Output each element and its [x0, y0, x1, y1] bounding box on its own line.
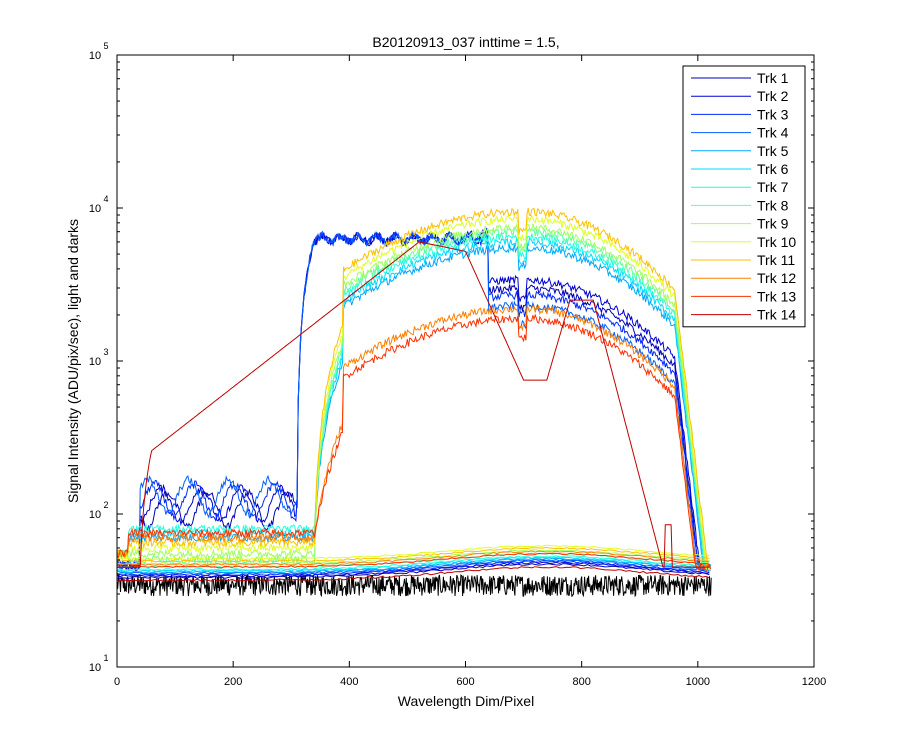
y-tick-exponent: 1: [103, 653, 108, 663]
dark-frame-line: [117, 573, 712, 598]
x-tick-label: 1000: [686, 676, 710, 688]
legend-label-11: Trk 11: [757, 252, 795, 268]
y-tick-exponent: 5: [103, 41, 108, 51]
legend-box: [682, 65, 806, 328]
dark-line-3: [117, 560, 710, 576]
y-tick-label: 10: [89, 203, 101, 215]
y-tick-label: 10: [89, 662, 101, 674]
x-tick-label: 200: [224, 676, 242, 688]
x-tick-label: 800: [572, 676, 590, 688]
series-line-14: [117, 241, 710, 568]
legend-label-8: Trk 8: [757, 197, 789, 213]
x-axis-label: Wavelength Dim/Pixel: [398, 693, 534, 709]
legend-label-1: Trk 1: [757, 70, 789, 86]
x-tick-label: 600: [456, 676, 474, 688]
series-line-10: [117, 214, 711, 570]
dark-line-7: [117, 555, 710, 571]
legend-label-12: Trk 12: [757, 270, 796, 286]
dark-line-1: [117, 563, 710, 579]
legend-label-13: Trk 13: [757, 288, 796, 304]
y-tick-label: 10: [89, 50, 101, 62]
y-tick-label: 10: [89, 356, 101, 368]
legend-label-14: Trk 14: [757, 307, 796, 323]
dark-line-11: [117, 546, 710, 563]
x-tick-label: 1200: [802, 676, 826, 688]
legend-label-4: Trk 4: [757, 125, 789, 141]
legend-label-2: Trk 2: [757, 88, 789, 104]
dark-line-14: [117, 566, 710, 582]
y-tick-exponent: 4: [103, 194, 108, 204]
x-tick-label: 400: [340, 676, 358, 688]
dark-line-6: [117, 556, 710, 573]
legend-label-6: Trk 6: [757, 161, 789, 177]
series-layer: [117, 207, 712, 598]
legend-label-3: Trk 3: [757, 106, 789, 122]
dark-line-13: [117, 552, 710, 569]
chart-title: B20120913_037 inttime = 1.5,: [372, 34, 559, 50]
y-axis-label: Signal Intensity (ADU/pix/sec), light an…: [65, 219, 81, 503]
legend: Trk 1 Trk 2 Trk 3 Trk 4 Trk 5 Trk 6 Trk 7 Trk 8…: [682, 65, 806, 328]
y-tick-exponent: 2: [103, 500, 108, 510]
legend-label-7: Trk 7: [757, 179, 789, 195]
series-line-2: [117, 227, 712, 572]
dark-line-10: [117, 544, 710, 561]
dark-line-5: [117, 557, 710, 574]
legend-label-10: Trk 10: [757, 234, 796, 250]
series-line-9: [117, 223, 711, 573]
y-tick-label: 10: [89, 509, 101, 521]
dark-line-12: [117, 550, 710, 566]
series-line-12: [117, 305, 711, 570]
dark-line-9: [117, 549, 710, 565]
legend-label-9: Trk 9: [757, 216, 789, 232]
y-tick-exponent: 3: [103, 347, 108, 357]
x-tick-label: 0: [114, 676, 120, 688]
series-line-11: [117, 207, 711, 570]
series-line-13: [117, 313, 712, 572]
legend-label-5: Trk 5: [757, 143, 789, 159]
series-line-3: [117, 230, 711, 571]
